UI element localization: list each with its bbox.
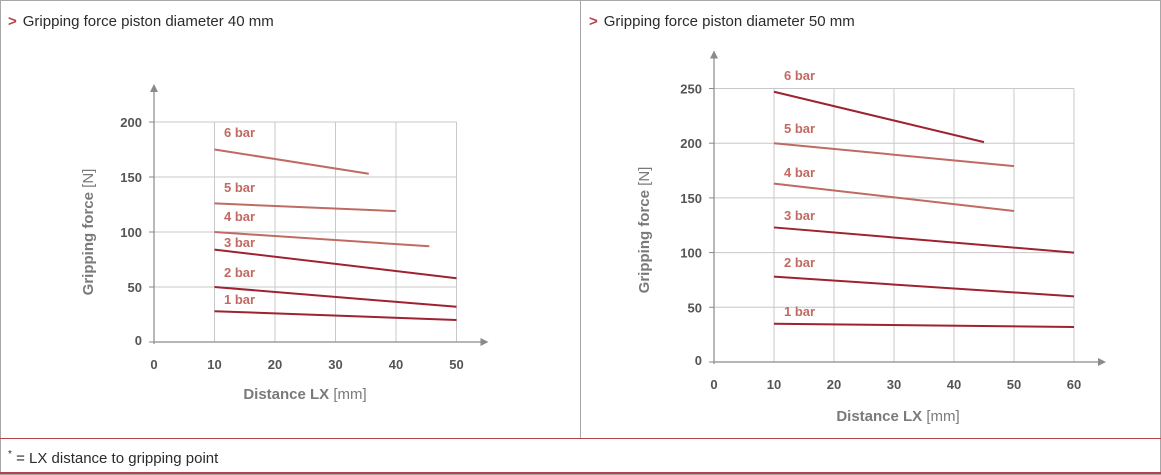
chart-2-y-tick-label: 0 [695,353,702,368]
chart-1-x-axis-label: Distance LX [mm] [243,386,366,403]
chart-1-series-label: 3 bar [224,235,255,250]
footnote: * = LX distance to gripping point [8,449,218,467]
chart-2-series-label: 1 bar [784,304,815,319]
chart-2-series-line [773,182,1015,213]
chart-1-y-axis-label-unit: [N] [80,169,97,188]
chart-1-y-tick-label: 150 [120,170,142,185]
chart-1-series-label: 5 bar [224,180,255,195]
chart-2-series-line [773,275,1075,298]
chart-1-y-tick-label: 0 [135,333,142,348]
chart-1-y-tick-label: 50 [128,280,142,295]
footnote-divider [0,438,1161,439]
chart-1-series-line [214,231,430,248]
chart-2-title: > Gripping force piston diameter 50 mm [589,13,855,30]
chart-2-x-tick-label: 30 [887,377,901,392]
chart-2-x-tick-label: 0 [710,377,717,392]
footnote-text: = LX distance to gripping point [11,450,219,467]
chart-1-series-line [214,148,369,175]
bottom-rule [0,472,1161,474]
chart-1-x-tick-label: 0 [150,357,157,372]
chart-2-series-label: 3 bar [784,208,815,223]
chart-2-series-label: 6 bar [784,68,815,83]
chart-2-y-tick-label: 150 [680,191,702,206]
chart-1-x-tick-label: 50 [449,357,463,372]
chart-1-x-axis-arrow [480,338,489,346]
chart-1-x-tick-label: 30 [328,357,342,372]
chart-1-y-tick-label: 100 [120,225,142,240]
footnote-star: * [8,449,12,460]
chart-2-x-tick-label: 60 [1067,377,1081,392]
chart-1-y-tick-label: 200 [120,115,142,130]
chart-2-x-axis-arrow [1098,358,1106,366]
chart-2-x-axis-label: Distance LX [mm] [836,408,959,425]
chart-2-x-tick-label: 20 [827,377,841,392]
chart-1-series-label: 1 bar [224,292,255,307]
chart-2-x-axis-label-bold: Distance LX [836,408,926,425]
chart-2-series-line [773,90,985,144]
chart-1-x-tick-label: 20 [268,357,282,372]
chart-1-y-axis-label-bold: Gripping force [80,188,97,296]
chart-2-x-axis-label-unit: [mm] [926,408,959,425]
panel-divider [580,0,581,438]
chart-2-series-label: 2 bar [784,255,815,270]
chart-1-y-axis-label: Gripping force [N] [80,169,97,296]
chart-2-y-axis-arrow [710,50,718,59]
chart-2-series-line [773,142,1015,168]
chart-2-y-axis-label: Gripping force [N] [636,167,653,294]
chart-2-series-label: 4 bar [784,165,815,180]
chart-1-title-marker: > [8,13,17,30]
chart-1-y-axis-arrow [150,84,158,92]
chart-2-x-tick-label: 50 [1007,377,1021,392]
chart-2-y-tick-label: 200 [680,136,702,151]
chart-1-title: > Gripping force piston diameter 40 mm [8,13,274,30]
chart-1-x-axis-label-bold: Distance LX [243,386,333,403]
chart-1-series-label: 6 bar [224,125,255,140]
chart-2-x-tick-label: 10 [767,377,781,392]
chart-1-series-label: 4 bar [224,209,255,224]
chart-1-series-line [214,286,457,308]
chart-2-y-axis-label-unit: [N] [636,167,653,186]
chart-2-y-tick-label: 50 [688,300,702,315]
chart-1-x-tick-label: 40 [389,357,403,372]
chart-2-x-tick-label: 40 [947,377,961,392]
chart-2-y-axis-label-bold: Gripping force [636,186,653,294]
chart-2-y-tick-label: 100 [680,246,702,261]
chart-1-title-text: Gripping force piston diameter 40 mm [22,13,274,30]
chart-2-title-marker: > [589,13,598,30]
chart-1-series-line [214,310,457,321]
chart-2-series-line [773,226,1075,254]
chart-1-series-line [214,202,397,213]
chart-1-x-tick-label: 10 [207,357,221,372]
chart-2-y-tick-label: 250 [680,82,702,97]
chart-1-x-axis-label-unit: [mm] [333,386,366,403]
chart-1-series-line [214,248,457,280]
chart-2-series-label: 5 bar [784,121,815,136]
chart-2-title-text: Gripping force piston diameter 50 mm [603,13,855,30]
chart-1-series-label: 2 bar [224,265,255,280]
chart-2-series-line [773,322,1075,328]
